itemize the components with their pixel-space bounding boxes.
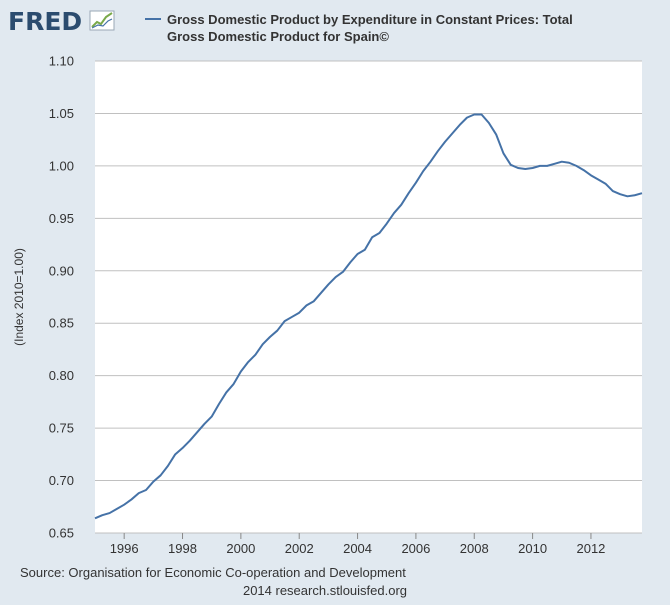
x-tick-label: 2004 xyxy=(343,541,372,556)
y-tick-label: 0.80 xyxy=(49,368,74,383)
y-tick-label: 1.00 xyxy=(49,158,74,173)
fred-logo[interactable]: FRED xyxy=(8,7,115,36)
y-tick-label: 1.05 xyxy=(49,106,74,121)
x-tick-label: 2008 xyxy=(460,541,489,556)
x-tick-label: 2010 xyxy=(518,541,547,556)
plot-area xyxy=(95,61,642,533)
y-axis-title: (Index 2010=1.00) xyxy=(12,248,26,346)
y-tick-label: 1.10 xyxy=(49,54,74,69)
fred-logo-sparkline-icon xyxy=(89,10,115,31)
x-tick-label: 2012 xyxy=(576,541,605,556)
y-tick-label: 0.70 xyxy=(49,473,74,488)
x-tick-label: 1998 xyxy=(168,541,197,556)
series-line-0[interactable] xyxy=(94,113,643,520)
gridlines xyxy=(95,60,642,534)
chart-legend: Gross Domestic Product by Expenditure in… xyxy=(145,12,573,44)
source-note: Source: Organisation for Economic Co-ope… xyxy=(20,565,406,580)
y-tick-label: 0.85 xyxy=(49,316,74,331)
y-tick-label: 0.95 xyxy=(49,211,74,226)
x-tick-label: 2002 xyxy=(285,541,314,556)
y-tick-label: 0.75 xyxy=(49,421,74,436)
series-layer xyxy=(94,113,643,520)
y-axis-ticks: 0.65 0.70 0.75 0.80 0.85 0.90 0.95 1.00 1.05 1.10 xyxy=(49,54,74,541)
credit-note: 2014 research.stlouisfed.org xyxy=(243,583,407,598)
x-tick-label: 2006 xyxy=(401,541,430,556)
fred-logo-text: FRED xyxy=(8,7,82,36)
y-tick-label: 0.90 xyxy=(49,263,74,278)
x-tick-label: 2000 xyxy=(226,541,255,556)
legend-series-label-line2: Gross Domestic Product for Spain© xyxy=(167,29,389,44)
legend-series-label-line1: Gross Domestic Product by Expenditure in… xyxy=(167,12,573,27)
x-axis-ticks: 1996 1998 2000 2002 2004 2006 2008 2010 2012 xyxy=(110,533,605,556)
x-tick-label: 1996 xyxy=(110,541,139,556)
y-tick-label: 0.65 xyxy=(49,526,74,541)
